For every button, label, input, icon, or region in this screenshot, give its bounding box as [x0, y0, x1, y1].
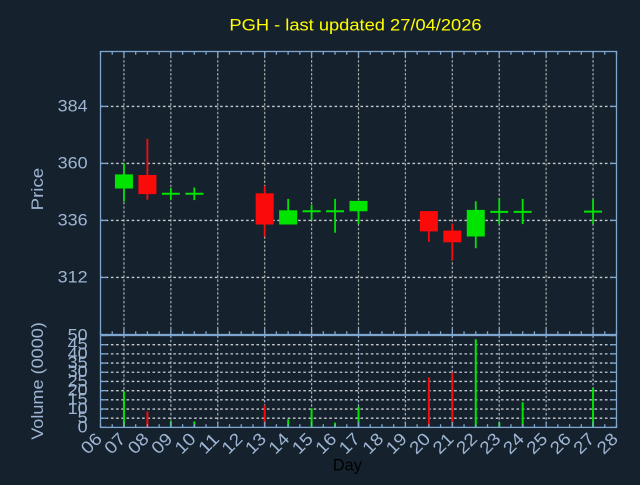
svg-text:5: 5 — [78, 409, 88, 427]
svg-text:40: 40 — [68, 345, 88, 363]
svg-text:0: 0 — [78, 418, 88, 436]
svg-text:Price: Price — [29, 168, 47, 211]
svg-text:50: 50 — [68, 326, 88, 344]
svg-text:PGH - last updated 27/04/2026: PGH - last updated 27/04/2026 — [229, 17, 481, 35]
svg-text:336: 336 — [58, 211, 88, 229]
svg-text:Volume (0000): Volume (0000) — [29, 322, 47, 440]
svg-text:35: 35 — [68, 354, 88, 372]
svg-text:25: 25 — [68, 372, 88, 390]
svg-text:360: 360 — [58, 154, 88, 172]
svg-text:Day: Day — [333, 457, 363, 475]
svg-text:10: 10 — [68, 400, 88, 418]
svg-text:312: 312 — [58, 268, 88, 286]
svg-text:384: 384 — [58, 97, 88, 115]
svg-text:45: 45 — [68, 336, 88, 354]
svg-text:30: 30 — [68, 363, 88, 381]
svg-text:15: 15 — [68, 391, 88, 409]
svg-text:20: 20 — [68, 382, 88, 400]
